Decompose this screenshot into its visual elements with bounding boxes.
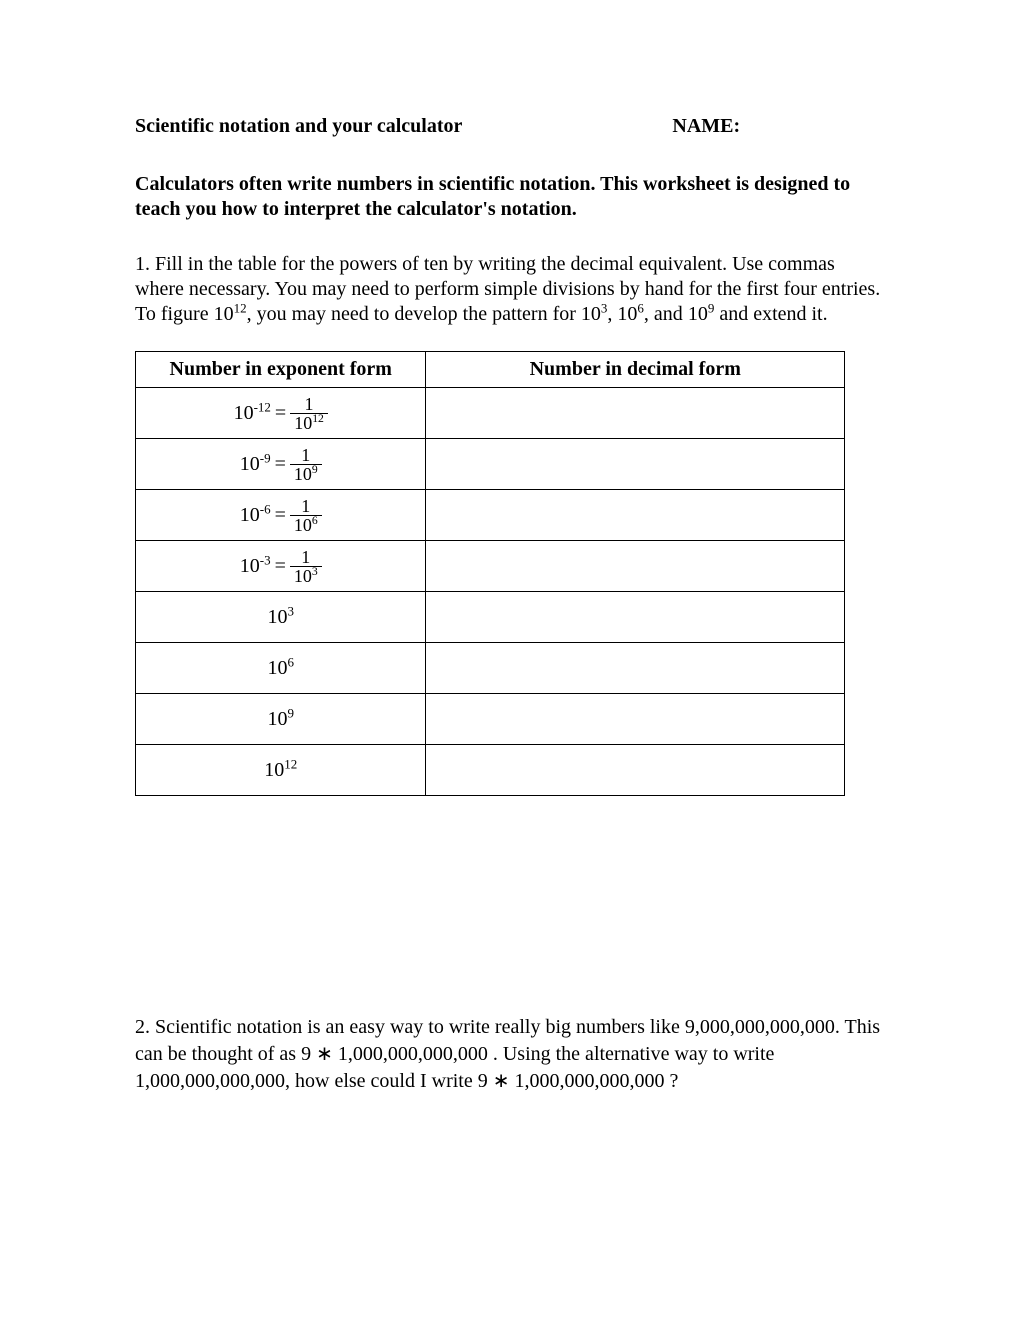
fraction-expression: 10-3=1103 (240, 548, 322, 585)
simple-power: 109 (267, 700, 294, 739)
fraction-denominator: 109 (290, 465, 322, 483)
exponent-cell: 1012 (136, 745, 426, 796)
equals-sign: = (275, 402, 286, 425)
table-row: 1012 (136, 745, 845, 796)
lhs-power: 10-12 (234, 402, 271, 425)
q1-text-after: and extend it. (714, 303, 827, 325)
decimal-cell (426, 592, 845, 643)
exponent-cell: 106 (136, 643, 426, 694)
q1-exp-a: 1012 (214, 303, 247, 325)
table-row: 10-3=1103 (136, 541, 845, 592)
q2-text-c: ? (665, 1070, 679, 1092)
name-label: NAME: (672, 115, 740, 138)
lhs-power: 10-6 (240, 504, 271, 527)
exponent-cell: 10-12=11012 (136, 388, 426, 439)
fraction: 11012 (290, 395, 328, 432)
table-row: 109 (136, 694, 845, 745)
simple-power: 1012 (264, 751, 297, 790)
simple-power: 106 (267, 649, 294, 688)
fraction-expression: 10-12=11012 (234, 395, 328, 432)
decimal-cell (426, 541, 845, 592)
decimal-cell (426, 694, 845, 745)
q2-expr1: 9 ∗ 1,000,000,000,000 (301, 1043, 488, 1065)
equals-sign: = (275, 504, 286, 527)
col-header-decimal: Number in decimal form (426, 352, 845, 388)
worksheet-page: Scientific notation and your calculator … (0, 0, 1020, 1095)
fraction-expression: 10-6=1106 (240, 497, 322, 534)
powers-table: Number in exponent form Number in decima… (135, 351, 845, 796)
q1-exp-b: 103 (581, 303, 608, 325)
header: Scientific notation and your calculator … (135, 115, 885, 138)
table-row: 103 (136, 592, 845, 643)
table-header-row: Number in exponent form Number in decima… (136, 352, 845, 388)
decimal-cell (426, 745, 845, 796)
col-header-exponent: Number in exponent form (136, 352, 426, 388)
exponent-cell: 103 (136, 592, 426, 643)
table-row: 106 (136, 643, 845, 694)
decimal-cell (426, 439, 845, 490)
table-row: 10-6=1106 (136, 490, 845, 541)
equals-sign: = (275, 555, 286, 578)
intro-text: Calculators often write numbers in scien… (135, 172, 885, 222)
q1-text-mid3: , and (644, 303, 688, 325)
q1-exp-c: 106 (617, 303, 644, 325)
question-2: 2. Scientific notation is an easy way to… (135, 1014, 885, 1095)
q1-text-mid1: , you may need to develop the pattern fo… (247, 303, 581, 325)
decimal-cell (426, 643, 845, 694)
q2-number: 2. (135, 1016, 150, 1038)
q1-exp-d: 109 (688, 303, 715, 325)
q2-expr2: 9 ∗ 1,000,000,000,000 (478, 1070, 665, 1092)
decimal-cell (426, 388, 845, 439)
fraction-expression: 10-9=1109 (240, 446, 322, 483)
exponent-cell: 10-9=1109 (136, 439, 426, 490)
table-row: 10-12=11012 (136, 388, 845, 439)
table-row: 10-9=1109 (136, 439, 845, 490)
lhs-power: 10-9 (240, 453, 271, 476)
worksheet-title: Scientific notation and your calculator (135, 115, 462, 138)
fraction-denominator: 1012 (290, 414, 328, 432)
fraction-denominator: 106 (290, 516, 322, 534)
fraction-denominator: 103 (290, 567, 322, 585)
fraction: 1106 (290, 497, 322, 534)
fraction: 1103 (290, 548, 322, 585)
exponent-cell: 10-6=1106 (136, 490, 426, 541)
simple-power: 103 (267, 598, 294, 637)
exponent-cell: 109 (136, 694, 426, 745)
fraction: 1109 (290, 446, 322, 483)
decimal-cell (426, 490, 845, 541)
q1-text-mid2: , (607, 303, 617, 325)
question-1: 1. Fill in the table for the powers of t… (135, 252, 885, 327)
lhs-power: 10-3 (240, 555, 271, 578)
equals-sign: = (275, 453, 286, 476)
exponent-cell: 10-3=1103 (136, 541, 426, 592)
q1-number: 1. (135, 253, 150, 275)
